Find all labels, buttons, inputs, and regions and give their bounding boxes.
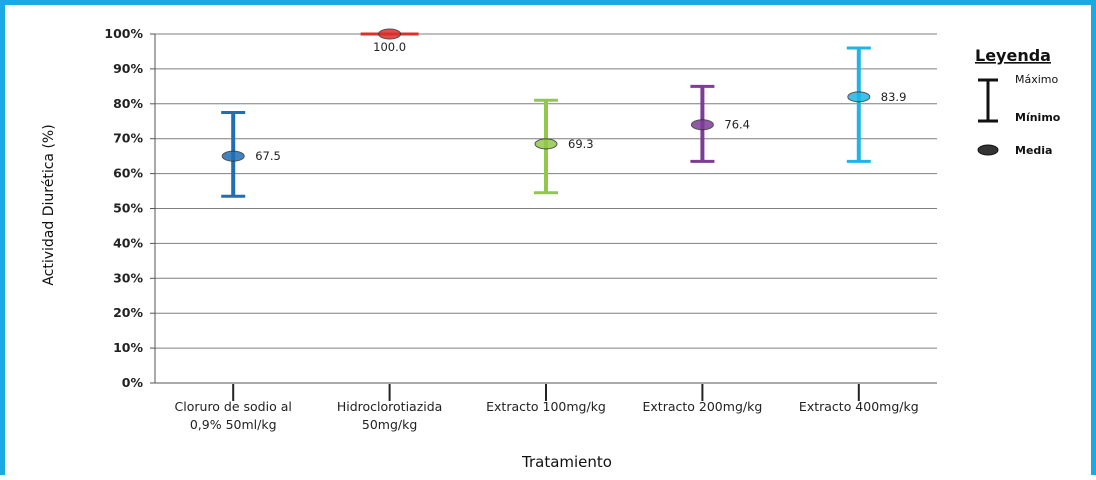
mean-marker: [534, 138, 558, 150]
x-axis-title: Tratamiento: [521, 453, 612, 471]
y-tick-label: 0%: [122, 375, 144, 390]
x-tick-label: Cloruro de sodio al: [175, 399, 292, 414]
legend-min-label: Mínimo: [1015, 111, 1061, 124]
mean-marker: [378, 28, 402, 40]
series-3: 69.3: [534, 98, 594, 195]
series-4: 76.4: [690, 84, 750, 163]
y-tick-label: 100%: [104, 26, 143, 41]
series-2: 100.0: [360, 28, 419, 54]
y-tick-labels: 0% 10% 20% 30% 40% 50% 60% 70% 80% 90% 100%: [104, 26, 143, 390]
x-tick-label: Extracto 400mg/kg: [799, 399, 919, 414]
error-bar-chart: 0% 10% 20% 30% 40% 50% 60% 70% 80% 90% 100% Clorur…: [41, 26, 1061, 471]
data-label: 69.3: [568, 137, 594, 151]
x-tick-labels: Cloruro de sodio al 0,9% 50ml/kg Hidroclor…: [175, 399, 919, 432]
series-1: 67.5: [221, 111, 281, 198]
y-axis-title: Actividad Diurética (%): [41, 124, 57, 285]
x-tick-label: Extracto 200mg/kg: [643, 399, 763, 414]
y-tick-label: 20%: [113, 305, 143, 320]
mean-marker: [221, 150, 245, 162]
series-5: 83.9: [846, 46, 907, 163]
mean-marker: [690, 119, 714, 131]
legend-max-label: Máximo: [1015, 73, 1059, 86]
x-tick-label: Extracto 100mg/kg: [486, 399, 606, 414]
y-tick-label: 30%: [113, 270, 143, 285]
y-tick-label: 10%: [113, 340, 143, 355]
x-tick-label: Hidroclorotiazida: [337, 399, 443, 414]
y-tick-label: 70%: [113, 131, 143, 146]
series: 67.5 100.0 69.3 76.4 83.9: [221, 28, 907, 198]
data-label: 100.0: [373, 40, 406, 54]
legend-mean-label: Media: [1015, 144, 1052, 157]
axes: [150, 33, 937, 401]
x-tick-label: 0,9% 50ml/kg: [190, 417, 277, 432]
legend-title: Leyenda: [975, 46, 1051, 65]
y-tick-label: 90%: [113, 61, 143, 76]
data-label: 67.5: [255, 149, 281, 163]
mean-marker: [847, 91, 871, 103]
x-tick-label: 50mg/kg: [362, 417, 417, 432]
legend: Leyenda Máximo Mínimo Media: [975, 46, 1061, 157]
data-label: 76.4: [724, 118, 750, 132]
y-tick-label: 50%: [113, 201, 143, 216]
y-tick-label: 80%: [113, 96, 143, 111]
y-tick-label: 40%: [113, 235, 143, 250]
data-label: 83.9: [881, 90, 907, 104]
legend-mean-marker: [977, 144, 999, 156]
y-tick-label: 60%: [113, 166, 143, 181]
